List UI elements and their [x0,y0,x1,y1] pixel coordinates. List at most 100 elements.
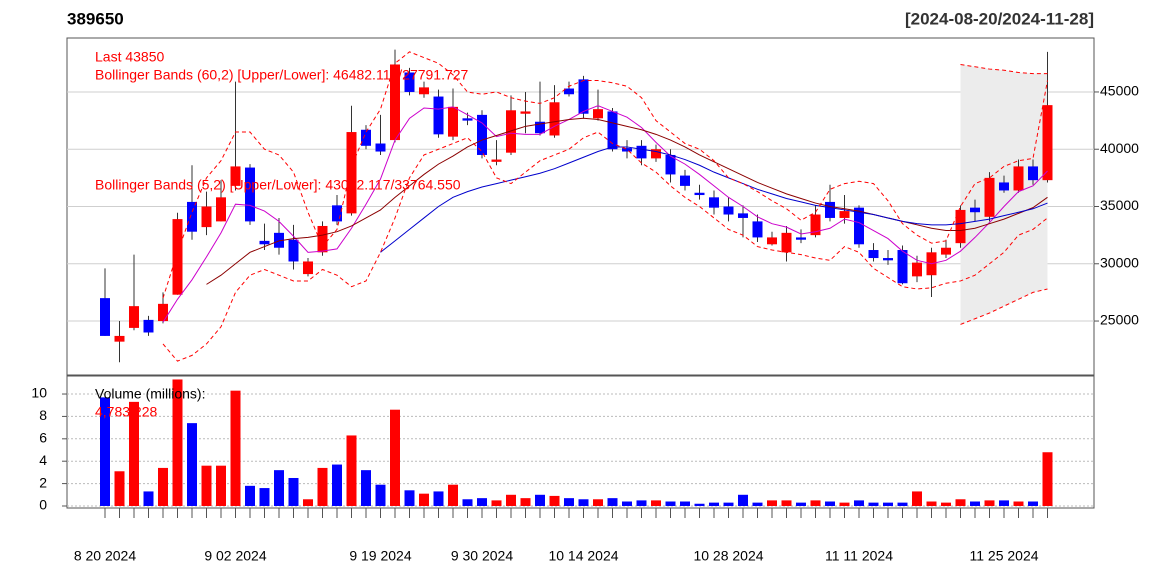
candle-body [375,143,386,152]
candle-body [825,201,835,218]
candle-body [158,303,168,322]
annotation: Bollinger Bands (60,2) [Upper/Lower]: 46… [95,67,469,83]
candle-body [999,182,1009,191]
candle-body [433,96,444,135]
candle-body [680,175,690,186]
candle-body [230,166,241,186]
volume-annotation: 4,783,228 [95,404,157,420]
candle-body [781,232,792,253]
volume-bar [578,499,589,506]
candle-body [854,207,864,245]
volume-title: Volume (millions): [95,386,205,402]
candle-body [709,197,719,208]
y-tick-label: 2 [39,474,47,490]
volume-bar [404,490,415,506]
volume-bar [680,501,690,506]
volume-bar [593,499,603,506]
candle-body [622,148,632,152]
volume-bar [274,470,284,506]
volume-bar [839,502,850,506]
volume-bar [926,501,937,506]
y-tick-label: 35000 [1100,197,1139,213]
volume-bar [288,477,299,506]
volume-bar [984,500,995,506]
y-tick-label: 8 [39,407,47,423]
volume-bar [796,502,806,506]
volume-panel [66,375,1095,509]
volume-bar [375,484,386,506]
candle-body [462,118,473,121]
candle-body [839,211,850,218]
volume-bar [390,409,400,506]
y-tick-label: 6 [39,430,47,446]
candle-body [810,214,821,236]
volume-bar [535,494,545,506]
candle-body [1013,166,1024,191]
y-tick-label: 30000 [1100,254,1139,270]
x-tick-label: 8 20 2024 [74,548,136,564]
volume-bar [317,467,328,506]
x-tick-label: 9 02 2024 [204,548,266,564]
volume-bar [781,500,792,506]
y-tick-label: 45000 [1100,83,1139,99]
volume-bar [883,502,893,506]
volume-bar [955,499,966,506]
volume-bar [723,502,734,506]
volume-bar [491,500,502,506]
band-upper [162,51,1048,299]
candle-body [1042,105,1053,181]
candle-body [593,109,603,119]
y-tick-label: 25000 [1100,312,1139,328]
volume-bar [912,491,922,506]
chart-title: 389650 [67,9,124,28]
candle-body [665,154,676,175]
date-range: [2024-08-20/2024-11-28] [905,9,1094,28]
volume-bar [172,379,183,506]
volume-bar [1013,501,1024,506]
candle-body [346,132,357,214]
candle-body [970,207,980,213]
candle-body [738,213,748,218]
volume-bar [462,499,473,506]
candle-body [984,177,995,217]
volume-bar [303,499,313,506]
candle-body [912,262,922,277]
candle-body [897,250,908,284]
candle-body [303,261,313,275]
candle-body [274,232,284,248]
volume-bar [245,485,255,506]
volume-bar [868,502,879,506]
x-tick-label: 9 30 2024 [451,548,513,564]
volume-bar [158,467,168,506]
candle-body [636,145,647,159]
band-upper [960,63,1048,75]
candle-body [883,258,893,261]
candle-body [114,335,125,342]
candle-body [651,149,661,159]
volume-bar [361,470,371,506]
candle-body [448,106,458,137]
y-tick-label: 0 [39,497,47,513]
volume-bar [622,501,632,506]
x-tick-label: 10 14 2024 [548,548,618,564]
band-shade [960,64,1048,325]
candle-body [317,225,328,253]
volume-bar [549,495,560,506]
volume-bar [129,401,139,506]
volume-bar [651,500,661,506]
candle-body [361,129,371,146]
volume-bar [999,500,1009,506]
volume-bar [636,500,647,506]
candle-body [216,197,226,222]
candle-body [796,237,806,240]
candle-body [723,206,734,215]
volume-bar [854,500,864,506]
candle-body [506,110,516,153]
volume-bar [506,494,516,506]
x-tick-label: 11 25 2024 [969,548,1038,564]
volume-bar [433,491,444,506]
volume-bar [259,488,270,506]
candle-body [201,206,212,228]
volume-bar [810,500,821,506]
